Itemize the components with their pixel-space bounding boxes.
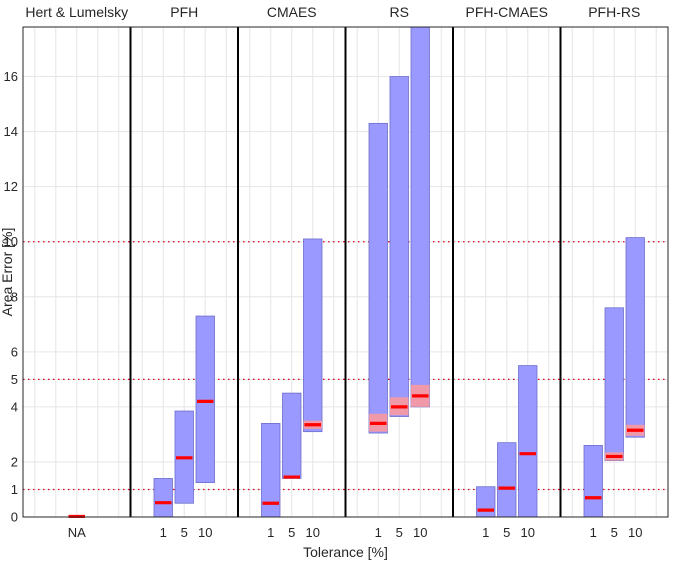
y-tick-label: 0	[11, 510, 18, 525]
range-bar	[153, 478, 173, 518]
y-tick-label: 8	[11, 289, 18, 304]
y-tick-label: 2	[11, 454, 18, 469]
range-bar	[195, 315, 215, 483]
y-tick-label: 5	[11, 372, 18, 387]
x-tick-label: 5	[396, 525, 403, 540]
range-bar	[497, 442, 517, 518]
group-label: RS	[390, 4, 409, 20]
x-tick-label: 1	[375, 525, 382, 540]
range-bar	[368, 122, 388, 434]
x-tick-label: 10	[628, 525, 642, 540]
range-bar	[303, 238, 323, 433]
range-bar	[604, 307, 624, 461]
y-tick-label: 4	[11, 399, 18, 414]
group-label: CMAES	[267, 4, 317, 20]
range-bar	[625, 237, 645, 438]
range-bar	[583, 445, 603, 518]
y-axis-label: Area Error [%]	[0, 228, 15, 317]
group-label: PFH-CMAES	[466, 4, 548, 20]
y-tick-label: 16	[4, 69, 18, 84]
x-tick-label: 1	[482, 525, 489, 540]
bars	[68, 26, 645, 519]
x-tick-label: NA	[68, 525, 86, 540]
group-label: PFH	[170, 4, 198, 20]
group-separators	[129, 27, 562, 517]
x-tick-label: 5	[288, 525, 295, 540]
y-tick-label: 10	[4, 234, 18, 249]
range-bar	[518, 365, 538, 518]
y-tick-label: 6	[11, 344, 18, 359]
group-label: Hert & Lumelsky	[25, 4, 128, 20]
range-bar	[282, 392, 302, 479]
y-tick-label: 12	[4, 179, 18, 194]
x-tick-label: 5	[503, 525, 510, 540]
range-bar	[389, 76, 409, 417]
x-axis-label: Tolerance [%]	[303, 544, 388, 560]
x-tick-label: 10	[521, 525, 535, 540]
x-tick-label: 5	[181, 525, 188, 540]
x-tick-label: 10	[306, 525, 320, 540]
y-tick-label: 14	[4, 124, 18, 139]
x-tick-label: 1	[590, 525, 597, 540]
x-tick-label: 10	[413, 525, 427, 540]
x-tick-label: 10	[198, 525, 212, 540]
group-label: PFH-RS	[588, 4, 640, 20]
x-tick-label: 5	[611, 525, 618, 540]
y-tick-label: 1	[11, 482, 18, 497]
x-tick-label: 1	[160, 525, 167, 540]
plot-frame	[22, 26, 669, 518]
range-bar	[410, 26, 430, 408]
range-bar	[476, 486, 496, 518]
x-tick-label: 1	[267, 525, 274, 540]
